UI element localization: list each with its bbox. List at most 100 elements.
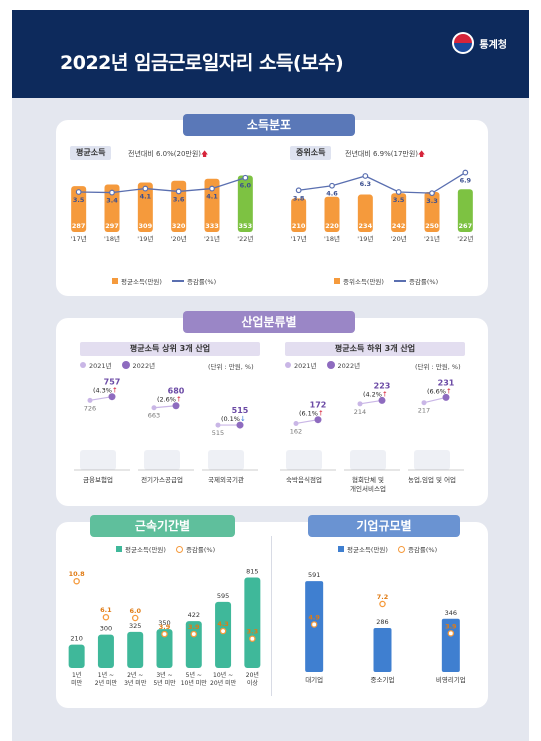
median-income-note: 전년대비 6.9%(17만원)🡅	[345, 149, 425, 161]
legend-bar-swatch	[334, 278, 340, 284]
rate-point	[209, 185, 215, 192]
category-label: 1년 ~	[98, 671, 114, 679]
value-2022-label: 757	[104, 378, 121, 387]
bottom-industries-legend: 2021년 2022년	[285, 360, 360, 370]
category-label: 3년 ~	[156, 671, 172, 679]
value-2021-label: 217	[418, 407, 430, 415]
rate-label: 7.2	[377, 593, 389, 601]
slope-line	[89, 396, 113, 401]
value-2022-point	[108, 393, 116, 401]
value-2022-point	[314, 416, 322, 424]
legend-bar-label: 평균소득(만원)	[121, 278, 162, 286]
rate-label: 4.1	[140, 193, 152, 201]
up-arrow-icon: ↑	[446, 387, 452, 395]
category-label: 10년 미만	[181, 679, 208, 687]
category-label: 2년 미만	[95, 679, 118, 687]
income-bar	[291, 198, 307, 232]
tenure-legend: 평균소득(만원) 증감률(%)	[116, 544, 215, 554]
income-bar	[137, 182, 153, 232]
industry-name-label: 농업,임업 및 어업	[408, 475, 456, 484]
rate-point	[329, 182, 335, 189]
rate-label: 3.9	[445, 622, 457, 630]
rate-label: 3.3	[426, 197, 438, 205]
income-bar	[104, 184, 120, 232]
legend-bar-item: 중위소득(만원)	[334, 276, 384, 286]
rate-label: 3.9	[159, 623, 171, 631]
bar-value-label: 815	[246, 567, 258, 575]
year-tick-label: '20년	[171, 234, 187, 243]
bar-value-label: 220	[325, 222, 339, 230]
income-bar	[391, 193, 407, 232]
value-2022-point	[172, 402, 180, 410]
category-label: 2년 ~	[127, 671, 143, 679]
company-size-legend: 평균소득(만원) 증감률(%)	[338, 544, 437, 554]
rate-label: (2.6%	[157, 396, 176, 404]
income-distribution-card	[56, 120, 488, 296]
industry-name-label: 금융보험업	[83, 476, 113, 484]
legend-2022-dot	[326, 361, 335, 369]
rate-label: (6.1%	[299, 410, 318, 418]
slope-line	[153, 405, 177, 409]
rate-label: 3.8	[293, 194, 305, 202]
value-2022-point	[378, 396, 386, 404]
header-banner: 2022년 임금근로일자리 소득(보수) 통계청	[12, 10, 529, 98]
bar-value-label: 309	[139, 222, 153, 230]
legend-2021-label: 2021년	[294, 362, 317, 370]
avg-income-note: 전년대비 6.0%(20만원)🡅	[128, 149, 208, 161]
industry-icon	[208, 450, 244, 470]
category-label: 대기업	[305, 675, 323, 684]
value-2021-point	[421, 400, 427, 406]
value-2021-point	[293, 420, 299, 426]
industry-name-label: 개인서비스업	[350, 484, 386, 493]
rate-point	[242, 174, 249, 181]
rate-point	[75, 189, 82, 195]
legend-bar-label: 평균소득(만원)	[347, 546, 388, 554]
rate-label: 4.6	[326, 190, 338, 198]
rate-point	[161, 630, 168, 638]
bar-value-label: 350	[158, 619, 170, 627]
agency-logo: 통계청	[452, 32, 507, 54]
bar-value-label: 300	[100, 625, 112, 633]
category-label: 5년 미만	[153, 679, 176, 687]
value-2021-label: 726	[84, 404, 96, 412]
section-title-industry: 산업분류별	[183, 311, 355, 333]
rate-point	[429, 190, 435, 197]
slope-line	[295, 419, 319, 425]
rate-point	[362, 173, 369, 179]
category-label: 중소기업	[371, 675, 395, 684]
legend-line-label: 증감률(%)	[186, 278, 217, 286]
rate-label: 3.3	[247, 628, 259, 636]
bar-value-label: 250	[425, 222, 439, 230]
legend-bar-item: 평균소득(만원)	[338, 544, 388, 554]
category-label: 비영리기업	[436, 675, 466, 684]
median-income-chart: 210 '17년 220 '18년 234 '19년 242 '20년 250 '21년 267 '2…	[291, 169, 473, 243]
income-bar	[324, 196, 340, 232]
rate-point	[447, 630, 455, 637]
legend-bar-label: 중위소득(만원)	[343, 278, 384, 286]
legend-2021-dot	[285, 362, 291, 368]
legend-bar-swatch	[116, 546, 122, 552]
value-2021-label: 214	[354, 408, 366, 416]
income-bar	[204, 178, 220, 232]
up-arrow-icon: ↑	[318, 410, 324, 418]
industry-icon	[80, 450, 116, 470]
tenure-bar	[156, 629, 173, 668]
income-bar	[457, 189, 473, 232]
category-label: 10년 ~	[213, 671, 233, 679]
bar-value-label: 591	[308, 571, 320, 579]
year-tick-label: '17년	[291, 234, 307, 243]
rate-label: 4.1	[206, 193, 218, 201]
income-bar	[357, 194, 373, 232]
rate-label: 6.9	[460, 177, 472, 185]
rate-point	[219, 627, 227, 635]
legend-bar-label: 평균소득(만원)	[125, 546, 166, 554]
rate-label: 3.5	[393, 196, 405, 204]
rate-point	[102, 613, 110, 621]
top-industries-unit: (단위 : 만원, %)	[208, 363, 254, 371]
value-2022-label: 231	[438, 378, 455, 387]
year-tick-label: '21년	[424, 234, 440, 243]
bar-value-label: 210	[70, 635, 82, 643]
industry-icon	[350, 450, 386, 470]
